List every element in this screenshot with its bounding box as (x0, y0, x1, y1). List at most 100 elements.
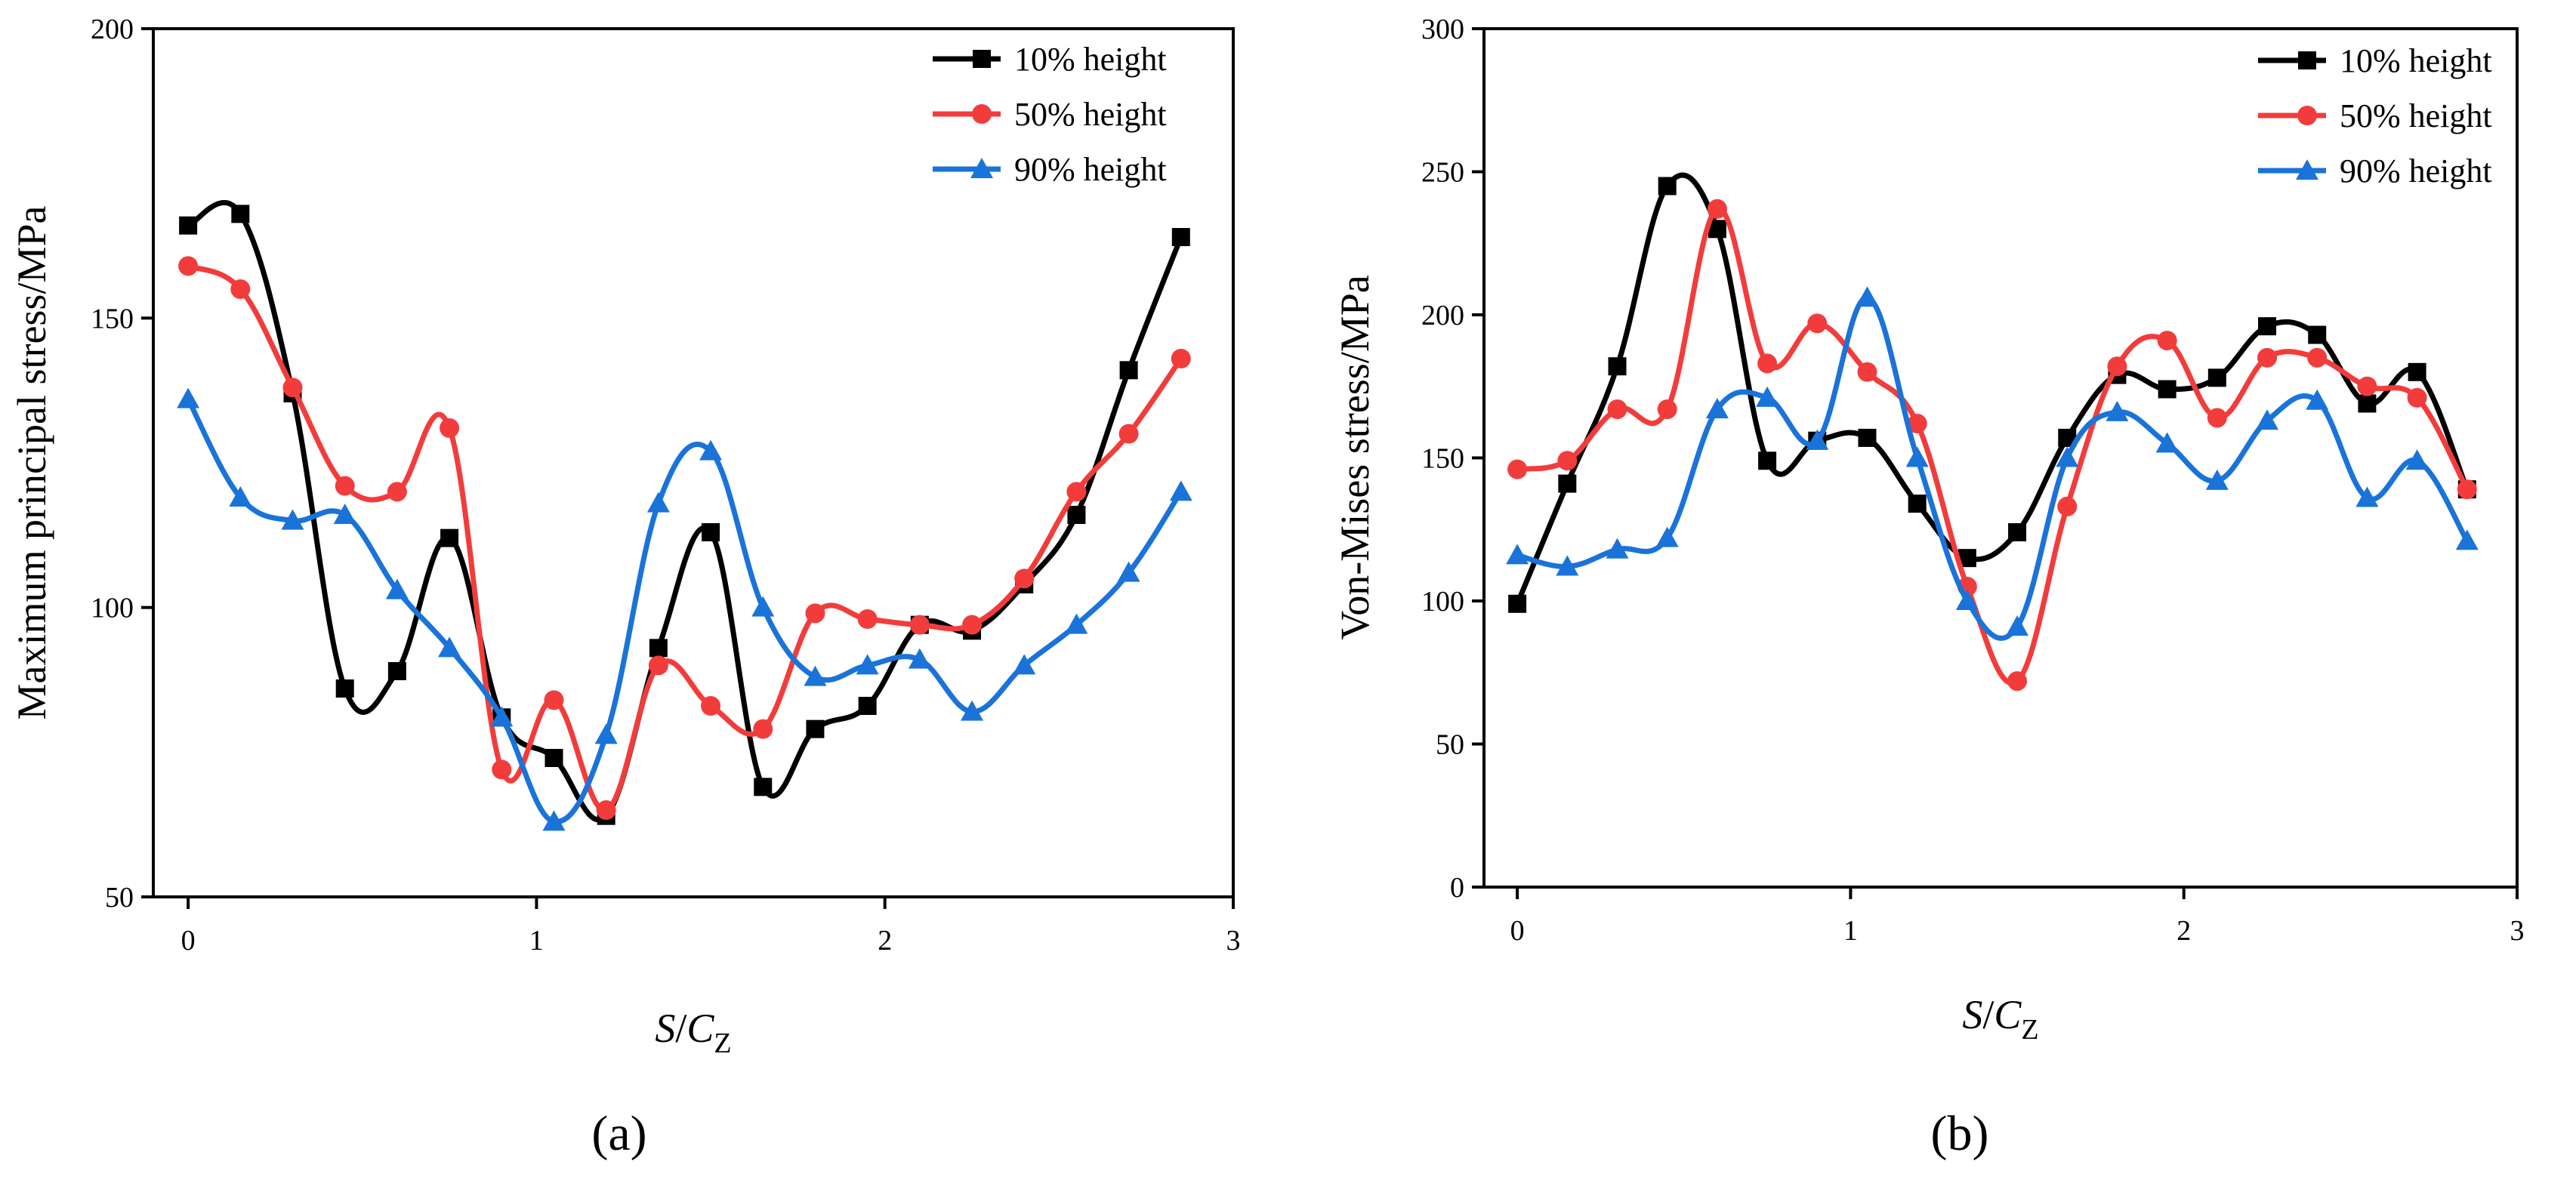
data-point-50-height (1657, 399, 1677, 420)
series-50-height (1507, 199, 2477, 692)
data-point-50-height (2007, 671, 2028, 692)
data-point-50-height (1857, 362, 1877, 382)
data-point-10-height (858, 697, 877, 715)
y-tick-label: 200 (91, 14, 134, 45)
data-point-10-height (1908, 494, 1927, 513)
data-point-10-height (335, 679, 354, 698)
data-point-50-height (805, 603, 825, 624)
data-point-50-height (1907, 414, 1927, 434)
data-point-10-height (387, 662, 406, 680)
data-point-50-height (648, 655, 668, 676)
data-point-10-height (1171, 228, 1190, 246)
data-point-90-height (699, 439, 723, 461)
data-point-50-height (1171, 349, 1191, 368)
data-point-50-height (1707, 199, 1727, 219)
data-point-50-height (2057, 496, 2078, 516)
x-tick-label: 1 (1843, 915, 1858, 947)
data-point-10-height (806, 719, 825, 738)
data-point-10-height (2008, 523, 2027, 542)
x-axis-title-c: C (1994, 992, 2022, 1037)
data-point-50-height (909, 615, 930, 635)
data-point-90-height (2405, 449, 2429, 470)
data-point-50-height (1607, 399, 1627, 420)
series-90-height (177, 387, 1192, 831)
series-90-height (1506, 286, 2479, 641)
x-axis-title-subscript: Z (2021, 1014, 2038, 1046)
data-point-10-height (440, 528, 459, 547)
x-axis-title-slash: / (1982, 992, 1994, 1037)
data-point-10-height (1658, 177, 1677, 196)
data-point-90-height (542, 810, 566, 831)
data-point-50-height (962, 615, 983, 635)
data-point-90-height (2056, 446, 2079, 467)
data-point-10-height (545, 749, 563, 767)
y-tick-label: 0 (1450, 872, 1464, 904)
data-point-10-height (2358, 394, 2377, 413)
y-tick-label: 100 (1421, 586, 1464, 618)
x-tick-label: 0 (1510, 915, 1525, 947)
data-point-90-height (2306, 389, 2329, 410)
data-point-90-height (646, 491, 670, 513)
y-tick-label: 150 (1421, 443, 1464, 475)
y-tick-label: 50 (1436, 729, 1464, 761)
legend-marker-50-height (2297, 106, 2317, 125)
y-tick-label: 50 (105, 882, 134, 913)
data-point-90-height (751, 596, 775, 617)
data-point-10-height (702, 523, 720, 541)
data-point-90-height (2455, 529, 2479, 550)
data-point-90-height (490, 706, 514, 727)
data-point-50-height (178, 256, 199, 276)
legend-label-50-height: 50% height (1014, 96, 1167, 133)
data-point-50-height (753, 719, 773, 739)
series-10-height (1508, 172, 2476, 613)
data-point-50-height (2307, 347, 2328, 368)
data-point-90-height (1705, 398, 1729, 419)
data-point-50-height (282, 377, 303, 398)
data-point-90-height (2355, 486, 2379, 507)
data-point-50-height (2407, 387, 2427, 408)
legend: 10% height 50% height 90% height (933, 41, 1167, 188)
series-10-height (179, 199, 1190, 825)
data-point-90-height (1856, 286, 1879, 307)
data-point-10-height (1858, 428, 1877, 447)
data-point-90-height (804, 665, 827, 686)
y-tick-label: 250 (1421, 157, 1464, 189)
data-point-90-height (229, 486, 252, 507)
data-point-50-height (596, 800, 616, 820)
data-point-50-height (1757, 353, 1778, 374)
legend-label-10-height: 10% height (1014, 41, 1167, 78)
data-point-90-height (594, 723, 618, 744)
data-point-90-height (2155, 432, 2179, 453)
x-axis-title-c: C (686, 1006, 714, 1051)
data-point-90-height (856, 654, 879, 675)
legend-marker-90-height (2296, 159, 2318, 180)
y-tick-label: 150 (91, 303, 134, 334)
data-point-10-height (2158, 380, 2176, 399)
data-point-10-height (2408, 362, 2426, 381)
data-point-50-height (857, 609, 878, 629)
x-axis-title-s: S (1962, 992, 1982, 1037)
data-point-90-height (1065, 613, 1088, 634)
data-point-90-height (1655, 526, 1679, 547)
legend-marker-90-height (970, 158, 993, 178)
data-point-90-height (177, 387, 200, 408)
data-point-90-height (908, 648, 931, 669)
data-point-90-height (333, 504, 356, 524)
legend-label-90-height: 90% height (2340, 153, 2492, 189)
data-point-50-height (1807, 313, 1828, 334)
data-point-10-height (1758, 451, 1777, 470)
data-point-50-height (544, 690, 564, 710)
data-point-90-height (1806, 429, 1829, 450)
data-point-50-height (387, 482, 407, 502)
x-tick-label: 0 (181, 925, 196, 957)
data-point-90-height (1169, 480, 1192, 501)
data-point-50-height (1507, 459, 1528, 479)
legend-label-90-height: 90% height (1014, 151, 1167, 188)
data-point-10-height (1508, 594, 1527, 613)
x-tick-label: 3 (1226, 925, 1241, 957)
data-point-90-height (1506, 544, 1529, 565)
data-point-10-height (231, 205, 250, 223)
panel-label: (a) (591, 1106, 646, 1161)
data-point-90-height (2106, 400, 2129, 421)
